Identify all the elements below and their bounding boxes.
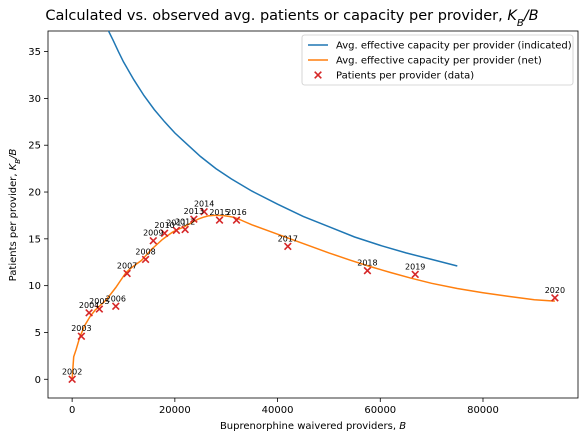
- legend: Avg. effective capacity per provider (in…: [301, 34, 574, 86]
- data-point-2008: [141, 255, 150, 264]
- data-point-2018: [363, 266, 372, 275]
- data-point-2005: [95, 305, 104, 313]
- y-tick-label: 20: [28, 188, 41, 199]
- data-point-marker: [85, 308, 93, 317]
- data-point-marker: [363, 266, 372, 275]
- x-tick-label: 20000: [159, 405, 191, 416]
- data-label-2019: 2019: [405, 262, 425, 271]
- series-line-1: [71, 214, 555, 380]
- data-label-2006: 2006: [106, 294, 126, 303]
- data-label-2002: 2002: [62, 367, 82, 376]
- data-point-marker: [68, 375, 77, 384]
- data-point-2009: [149, 236, 158, 245]
- data-point-2012: [181, 225, 189, 234]
- y-tick-label: 5: [35, 328, 41, 339]
- data-point-marker: [95, 305, 104, 313]
- data-label-2004: 2004: [79, 301, 99, 310]
- y-tick-label: 10: [28, 281, 41, 292]
- data-label-2011: 2011: [166, 218, 186, 227]
- data-point-marker: [123, 269, 131, 278]
- data-point-2010: [160, 229, 169, 238]
- data-label-2016: 2016: [226, 208, 246, 217]
- x-tick-label: 40000: [262, 405, 294, 416]
- y-tick-label: 15: [28, 234, 41, 245]
- data-point-2020: [551, 293, 559, 302]
- data-point-marker: [181, 225, 189, 234]
- data-point-2011: [172, 226, 181, 235]
- data-point-2014: [200, 207, 208, 216]
- data-point-2006: [111, 302, 120, 311]
- data-point-2015: [215, 216, 224, 224]
- y-tick-label: 25: [28, 141, 41, 152]
- data-label-2018: 2018: [357, 259, 377, 268]
- data-point-2019: [411, 270, 420, 279]
- legend-label-2: Patients per provider (data): [336, 71, 474, 82]
- data-point-2002: [68, 375, 77, 384]
- data-point-2017: [283, 242, 292, 251]
- legend-label-1: Avg. effective capacity per provider (ne…: [336, 56, 542, 67]
- legend-swatch-2: [314, 71, 322, 79]
- data-label-2007: 2007: [117, 261, 137, 270]
- x-tick-label: 60000: [364, 405, 396, 416]
- data-point-2016: [232, 216, 241, 224]
- data-point-marker: [77, 332, 86, 341]
- data-label-2015: 2015: [209, 208, 229, 217]
- plot-area: 0 20000 40000 60000 80000 0 5 10 15 20 25 30 35 2002 2…: [28, 30, 579, 416]
- y-tick-label: 30: [28, 94, 41, 105]
- chart-title: Calculated vs. observed avg. patients or…: [45, 8, 538, 29]
- data-label-2013: 2013: [184, 207, 204, 216]
- data-point-2007: [123, 269, 131, 278]
- data-label-2012: 2012: [175, 217, 195, 226]
- data-label-2008: 2008: [135, 247, 155, 256]
- data-label-2003: 2003: [71, 324, 91, 333]
- data-label-2020: 2020: [545, 286, 565, 295]
- data-point-marker: [141, 255, 150, 264]
- y-axis-label: Patients per provider, KB/B: [8, 149, 22, 282]
- data-label-2005: 2005: [89, 297, 109, 306]
- legend-box: [301, 34, 574, 86]
- x-axis-label: Buprenorphine waivered providers, B: [220, 421, 406, 432]
- data-label-2014: 2014: [194, 200, 214, 209]
- legend-label-0: Avg. effective capacity per provider (in…: [336, 41, 572, 52]
- data-point-2004: [85, 308, 93, 317]
- series-group: [68, 31, 559, 384]
- data-point-marker: [200, 207, 208, 216]
- data-point-marker: [172, 226, 181, 235]
- data-point-marker: [111, 302, 120, 311]
- data-point-marker: [551, 293, 559, 302]
- data-label-2010: 2010: [154, 221, 174, 230]
- data-point-2013: [189, 215, 198, 224]
- data-point-marker: [160, 229, 169, 238]
- plot-frame: [47, 30, 579, 399]
- data-point-2003: [77, 332, 86, 341]
- x-tick-label: 80000: [467, 405, 499, 416]
- data-point-marker: [189, 215, 198, 224]
- y-tick-label: 35: [28, 47, 41, 58]
- x-tick-label: 0: [69, 405, 75, 416]
- data-label-2017: 2017: [278, 234, 298, 243]
- y-tick-label: 0: [35, 375, 41, 386]
- data-point-marker: [232, 216, 241, 224]
- data-point-marker: [215, 216, 224, 224]
- data-point-marker: [411, 270, 420, 279]
- data-label-2009: 2009: [143, 229, 163, 238]
- series-line-0: [107, 31, 458, 267]
- data-point-marker: [283, 242, 292, 251]
- data-point-marker: [149, 236, 158, 245]
